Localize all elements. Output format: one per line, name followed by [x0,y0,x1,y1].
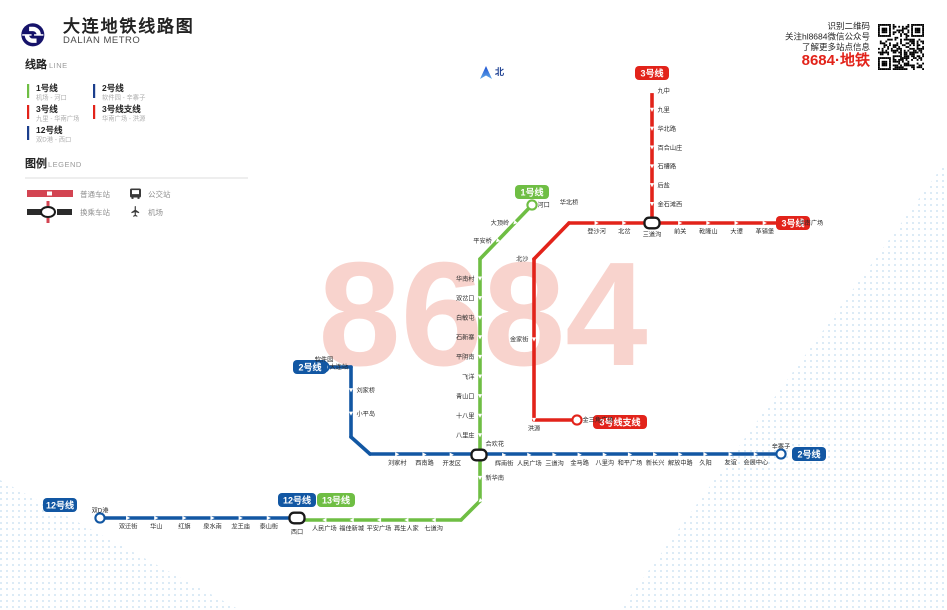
svg-text:12号线: 12号线 [46,499,74,510]
svg-text:福佳新城: 福佳新城 [339,525,364,533]
svg-text:九里 - 华南广场: 九里 - 华南广场 [36,114,79,123]
svg-text:了解更多站点信息: 了解更多站点信息 [802,42,871,52]
svg-text:泉水南: 泉水南 [203,523,222,531]
svg-text:解放中路: 解放中路 [668,459,694,467]
svg-text:软件园 - 辛寨子: 软件园 - 辛寨子 [102,93,145,102]
svg-text:普通车站: 普通车站 [80,189,110,199]
svg-text:3号线: 3号线 [640,67,663,78]
svg-text:华北路: 华北路 [658,125,677,133]
svg-text:8684·地铁: 8684·地铁 [802,51,870,69]
svg-text:久阳: 久阳 [699,459,711,467]
svg-text:12号线: 12号线 [36,125,63,135]
svg-text:三道沟: 三道沟 [643,231,662,239]
svg-text:开发区: 开发区 [442,459,461,467]
svg-text:再生人家: 再生人家 [394,525,419,533]
svg-text:LEGEND: LEGEND [48,160,82,169]
svg-text:双D港 - 西口: 双D港 - 西口 [36,135,71,144]
svg-text:十八里: 十八里 [456,412,475,420]
svg-text:双迁街: 双迁街 [119,523,138,531]
svg-text:机场: 机场 [148,207,163,217]
svg-text:1号线: 1号线 [36,83,58,93]
svg-text:金三角广场: 金三角广场 [583,416,614,424]
svg-text:人民广场: 人民广场 [312,525,337,533]
svg-text:合欢花: 合欢花 [486,440,505,448]
svg-text:金家街: 金家街 [510,336,529,344]
svg-text:华南广场 - 洪源: 华南广场 - 洪源 [102,114,146,123]
svg-text:九中: 九中 [658,87,670,95]
svg-text:大谭: 大谭 [730,228,742,236]
svg-text:华北桥: 华北桥 [560,199,579,207]
svg-text:双岔口: 双岔口 [456,294,475,302]
svg-text:龙王庙: 龙王庙 [231,523,250,531]
svg-text:河口: 河口 [538,201,550,209]
svg-text:公交站: 公交站 [148,189,171,199]
svg-text:白敏屯: 白敏屯 [456,314,475,322]
svg-text:人民广场: 人民广场 [517,459,542,467]
svg-text:新长兴: 新长兴 [646,459,665,467]
svg-text:华山: 华山 [150,523,162,531]
svg-text:华南广场: 华南广场 [799,219,824,227]
svg-text:3号线: 3号线 [36,104,58,114]
svg-text:革镇堡: 革镇堡 [756,228,775,236]
svg-text:前关: 前关 [674,228,686,236]
svg-text:DALIAN METRO: DALIAN METRO [63,35,140,46]
svg-text:乾隆山: 乾隆山 [699,228,718,236]
svg-text:友谊: 友谊 [724,459,736,467]
svg-text:登沙河: 登沙河 [587,228,606,236]
svg-text:2号线: 2号线 [797,448,820,459]
svg-text:图例: 图例 [25,156,47,170]
svg-text:石新寨: 石新寨 [456,334,475,342]
svg-text:新华南: 新华南 [486,474,505,482]
svg-text:石槽路: 石槽路 [658,163,677,171]
svg-text:会展中心: 会展中心 [743,459,768,467]
svg-text:关注hl8684微信公众号: 关注hl8684微信公众号 [785,32,870,42]
svg-text:机场 - 河口: 机场 - 河口 [36,93,67,102]
svg-text:平阴南: 平阴南 [456,353,475,361]
svg-text:平安桥: 平安桥 [473,237,492,245]
svg-text:辉南街: 辉南街 [495,459,514,467]
svg-text:八里沟: 八里沟 [596,459,615,467]
svg-text:青山口: 青山口 [456,392,475,400]
svg-text:北沙: 北沙 [516,255,528,263]
svg-text:九里: 九里 [658,106,670,114]
svg-text:双D港: 双D港 [92,507,110,515]
svg-text:3号线支线: 3号线支线 [102,104,141,114]
svg-text:洪源: 洪源 [528,425,540,433]
svg-text:换乘车站: 换乘车站 [80,207,110,217]
svg-text:13号线: 13号线 [322,494,350,505]
svg-text:大连站: 大连站 [330,363,349,371]
svg-text:大顶岭: 大顶岭 [491,219,510,227]
svg-text:七道沟: 七道沟 [424,525,443,533]
svg-text:西南路: 西南路 [415,459,434,467]
svg-text:华南村: 华南村 [456,275,475,283]
svg-text:1号线: 1号线 [520,186,543,197]
svg-text:金石滩西: 金石滩西 [658,200,683,208]
svg-text:LINE: LINE [49,61,68,70]
svg-text:飞洋: 飞洋 [462,373,474,381]
svg-text:北: 北 [495,66,504,77]
svg-text:和平广场: 和平广场 [618,459,643,467]
svg-text:八里庄: 八里庄 [456,432,475,440]
svg-text:三道沟: 三道沟 [545,459,564,467]
svg-text:软件园: 软件园 [315,356,334,364]
svg-text:刘家村: 刘家村 [388,459,407,467]
svg-text:北岔: 北岔 [618,228,630,236]
svg-text:泰山街: 泰山街 [260,523,279,531]
svg-text:红旗: 红旗 [178,523,190,531]
svg-text:2号线: 2号线 [102,83,124,93]
svg-text:平安广场: 平安广场 [367,525,392,533]
svg-text:大连地铁线路图: 大连地铁线路图 [63,16,195,36]
svg-text:刘家桥: 刘家桥 [357,387,376,395]
svg-text:小平岛: 小平岛 [357,410,376,418]
svg-text:后盐: 后盐 [658,181,670,189]
svg-text:百合山庄: 百合山庄 [658,144,683,152]
svg-text:识别二维码: 识别二维码 [827,21,870,31]
svg-text:辛寨子: 辛寨子 [772,443,791,451]
svg-text:西口: 西口 [291,529,303,536]
svg-text:金马路: 金马路 [570,459,589,467]
svg-text:12号线: 12号线 [283,494,311,505]
svg-text:线路: 线路 [25,57,48,71]
